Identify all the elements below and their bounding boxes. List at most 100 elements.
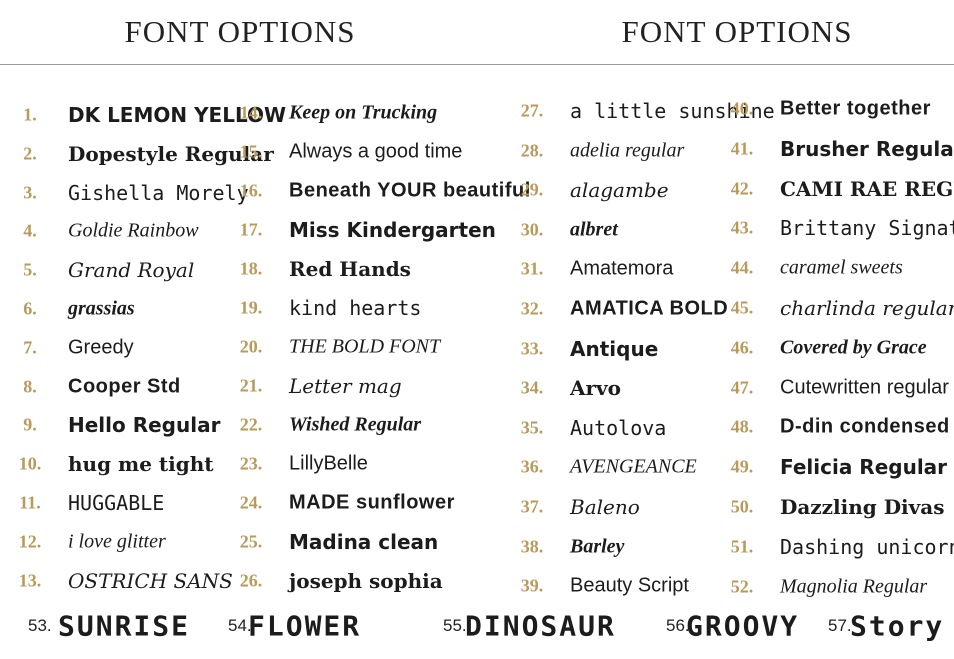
font-name: Goldie Rainbow [68, 219, 199, 242]
font-name: GROOVY [686, 609, 800, 643]
item-number: 28. [520, 140, 544, 161]
item-number: 3. [23, 182, 37, 203]
item-number: 12. [18, 531, 42, 552]
font-name: joseph sophia [289, 569, 443, 593]
item-number: 11. [19, 492, 41, 513]
font-name: Wished Regular [289, 413, 422, 436]
item-number: 19. [239, 297, 263, 318]
item-number: 10. [18, 453, 42, 474]
font-name: Red Hands [289, 257, 411, 281]
item-number: 1. [23, 104, 37, 125]
font-name: caramel sweets [780, 256, 903, 279]
item-number: 35. [520, 417, 544, 438]
font-name: FLOWER [248, 609, 362, 643]
item-number: 26. [239, 570, 263, 591]
font-name: Cooper Std [68, 375, 181, 398]
item-number: 57. [828, 616, 852, 635]
font-name: Baleno [570, 495, 640, 519]
item-number: 14. [239, 102, 263, 123]
font-name: Autolova [570, 415, 667, 440]
font-name: OSTRICH SANS [68, 568, 233, 593]
item-number: 54. [228, 616, 252, 635]
item-number: 29. [520, 179, 544, 200]
item-number: 23. [239, 453, 263, 474]
font-name: LillyBelle [289, 452, 368, 475]
font-name: AMATICA BOLD [570, 297, 729, 320]
item-number: 25. [239, 531, 263, 552]
font-name: Story [850, 609, 945, 643]
font-name: CAMI RAE REGULAR [780, 176, 954, 201]
font-name: Brittany Signature [780, 216, 954, 241]
item-number: 37. [520, 496, 544, 517]
item-number: 6. [23, 298, 37, 319]
item-number: 2. [23, 143, 37, 164]
item-number: 55. [443, 616, 467, 635]
item-number: 39. [520, 575, 544, 596]
item-number: 46. [730, 337, 754, 358]
font-name: Felicia Regular [780, 455, 948, 480]
item-number: 13. [18, 570, 42, 591]
item-number: 20. [239, 336, 263, 357]
font-name: Amatemora [570, 257, 674, 280]
item-number: 24. [239, 492, 263, 513]
font-name: MADE sunflower [289, 491, 455, 514]
font-name: THE BOLD FONT [289, 335, 441, 358]
font-name: Dashing unicorn [780, 534, 954, 559]
item-number: 36. [520, 456, 544, 477]
font-name: Brusher Regular [780, 136, 954, 161]
font-name: hug me tight [68, 452, 214, 477]
item-number: 30. [520, 219, 544, 240]
divider [0, 64, 954, 65]
font-name: Grand Royal [68, 258, 195, 283]
font-name: Gishella Morely [68, 180, 249, 205]
item-number: 15. [239, 141, 263, 162]
font-name: Dopestyle Regular [68, 141, 274, 166]
font-name: Better together [780, 97, 931, 120]
item-number: 42. [730, 178, 754, 199]
font-name: D-din condensed [780, 415, 950, 438]
item-number: 31. [520, 258, 544, 279]
font-name: AVENGEANCE [570, 455, 697, 478]
item-number: 9. [23, 414, 37, 435]
font-name: Always a good time [289, 140, 463, 163]
item-number: 53. [28, 616, 52, 635]
font-name: Miss Kindergarten [289, 218, 496, 242]
item-number: 32. [520, 298, 544, 319]
font-name: albret [570, 218, 618, 241]
item-number: 45. [730, 297, 754, 318]
item-number: 44. [730, 257, 754, 278]
item-number: 18. [239, 258, 263, 279]
font-name: grassias [68, 297, 135, 320]
font-name: Arvo [570, 376, 622, 401]
item-number: 48. [730, 416, 754, 437]
font-name: kind hearts [289, 296, 422, 320]
font-name: Keep on Trucking [289, 101, 438, 124]
item-number: 56. [666, 616, 690, 635]
font-name: i love glitter [68, 530, 166, 553]
header: FONT OPTIONS [621, 14, 853, 49]
font-name: charlinda regular [780, 296, 954, 320]
item-number: 16. [239, 180, 263, 201]
item-number: 5. [23, 259, 37, 280]
item-number: 27. [520, 100, 544, 121]
header: FONT OPTIONS [124, 14, 356, 49]
item-number: 8. [23, 376, 37, 397]
item-number: 51. [730, 536, 754, 557]
font-name: Greedy [68, 336, 134, 359]
font-name: Madina clean [289, 530, 439, 554]
item-number: 41. [730, 138, 754, 159]
font-name: HUGGABLE [68, 491, 165, 515]
item-number: 52. [730, 576, 754, 597]
font-name: Covered by Grace [780, 336, 927, 359]
font-name: Letter mag [289, 374, 402, 398]
item-number: 50. [730, 496, 754, 517]
font-name: Barley [570, 535, 625, 558]
item-number: 49. [730, 456, 754, 477]
font-name: Beauty Script [570, 574, 689, 597]
font-name: adelia regular [570, 139, 685, 162]
font-name: Dazzling Divas [780, 495, 945, 519]
item-number: 17. [239, 219, 263, 240]
item-number: 47. [730, 377, 754, 398]
font-name: Antique [570, 336, 659, 361]
